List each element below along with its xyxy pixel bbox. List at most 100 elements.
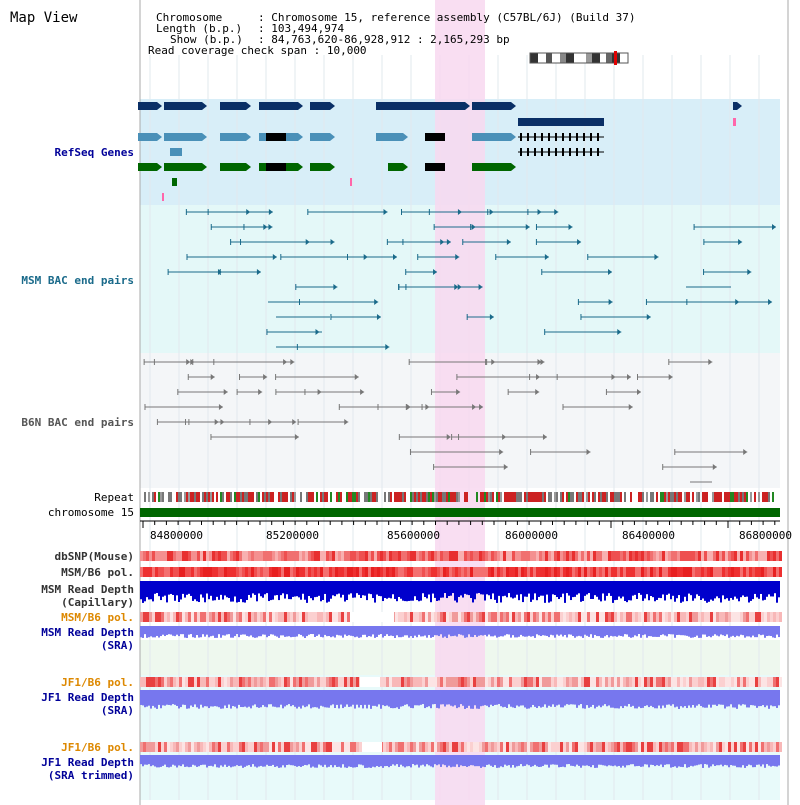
heat-cell: [524, 567, 527, 577]
track-label-chromosome[interactable]: chromosome 15: [47, 506, 134, 519]
depth-bar: [360, 581, 362, 598]
heat-cell: [386, 567, 389, 577]
depth-bar: [752, 755, 754, 768]
track-label-jf1-b6-pol-1[interactable]: JF1/B6 pol.: [61, 676, 134, 689]
track-label-jf1-b6-pol-2[interactable]: JF1/B6 pol.: [61, 741, 134, 754]
track-label-b6n-bac[interactable]: B6N BAC end pairs: [21, 416, 134, 429]
heat-cell: [302, 677, 305, 687]
repeat-element: [476, 492, 478, 502]
heat-cell: [251, 742, 254, 752]
heat-cell: [725, 612, 728, 622]
heat-cell: [296, 742, 299, 752]
depth-bar: [564, 690, 566, 706]
track-label-msm-depth-sra[interactable]: MSM Read Depth: [41, 626, 134, 639]
heat-cell: [575, 551, 578, 561]
depth-bar: [224, 755, 226, 765]
depth-bar: [276, 581, 278, 596]
heat-cell: [509, 612, 512, 622]
depth-bar: [726, 755, 728, 766]
heat-cell: [512, 551, 515, 561]
depth-bar: [584, 626, 586, 635]
depth-bar: [296, 690, 298, 709]
repeat-element: [428, 492, 430, 502]
bac-pair-arrow: [628, 404, 633, 410]
track-label-repeat[interactable]: Repeat: [94, 491, 134, 504]
depth-bar: [312, 581, 314, 601]
heat-cell: [359, 742, 362, 752]
depth-bar: [440, 626, 442, 635]
track-label-msm-depth-sra-sub: (SRA): [100, 639, 134, 652]
depth-bar: [158, 626, 160, 638]
heat-cell: [293, 742, 296, 752]
depth-bar: [466, 581, 468, 595]
repeat-element: [176, 492, 178, 502]
depth-bar: [268, 755, 270, 766]
track-label-jf1-depth-trim[interactable]: JF1 Read Depth: [41, 756, 134, 769]
ideogram-band: [530, 53, 538, 63]
heat-cell: [254, 567, 257, 577]
heat-cell: [323, 551, 326, 561]
heat-cell: [380, 567, 383, 577]
heat-cell: [395, 677, 398, 687]
track-label-jf1-depth-sra[interactable]: JF1 Read Depth: [41, 691, 134, 704]
depth-bar: [728, 690, 730, 707]
heat-cell: [443, 742, 446, 752]
track-label-msm-b6-pol-2[interactable]: MSM/B6 pol.: [61, 611, 134, 624]
depth-bar: [572, 755, 574, 766]
heat-cell: [452, 677, 455, 687]
heat-cell: [185, 612, 188, 622]
depth-bar: [674, 581, 676, 602]
depth-bar: [580, 755, 582, 768]
heat-cell: [746, 742, 749, 752]
depth-bar: [550, 626, 552, 635]
depth-bar: [746, 581, 748, 597]
depth-bar: [432, 690, 434, 705]
heat-cell: [386, 677, 389, 687]
heat-cell: [203, 742, 206, 752]
heat-cell: [155, 612, 158, 622]
heat-cell: [551, 567, 554, 577]
depth-bar: [660, 690, 662, 709]
heat-cell: [440, 677, 443, 687]
track-label-dbsnp[interactable]: dbSNP(Mouse): [54, 550, 134, 563]
heat-cell: [299, 612, 302, 622]
heat-cell: [602, 742, 605, 752]
heat-cell: [671, 742, 674, 752]
heat-cell: [344, 567, 347, 577]
track-label-msm-bac[interactable]: MSM BAC end pairs: [21, 274, 134, 287]
depth-bar: [174, 755, 176, 766]
heat-cell: [560, 677, 563, 687]
depth-bar: [518, 690, 520, 707]
track-label-refseq[interactable]: RefSeq Genes: [54, 146, 134, 159]
repeat-element: [484, 492, 486, 502]
heat-cell: [701, 567, 704, 577]
heat-cell: [731, 612, 734, 622]
heat-cell: [395, 551, 398, 561]
depth-bar: [212, 626, 214, 636]
depth-bar: [310, 755, 312, 768]
heat-cell: [212, 677, 215, 687]
depth-bar: [170, 581, 172, 594]
depth-bar: [662, 581, 664, 595]
heat-cell: [227, 551, 230, 561]
heat-cell: [752, 551, 755, 561]
repeat-element: [684, 492, 686, 502]
depth-bar: [434, 626, 436, 636]
heat-cell: [539, 551, 542, 561]
depth-bar: [246, 581, 248, 600]
depth-bar: [532, 755, 534, 767]
page-title: Map View: [10, 10, 78, 26]
depth-bar: [470, 581, 472, 599]
depth-bar: [684, 626, 686, 636]
depth-bar: [560, 690, 562, 708]
track-label-msm-b6-pol-1[interactable]: MSM/B6 pol.: [61, 566, 134, 579]
heat-cell: [596, 612, 599, 622]
depth-bar: [502, 755, 504, 768]
depth-bar: [560, 626, 562, 635]
depth-bar: [468, 755, 470, 767]
heat-cell: [143, 612, 146, 622]
track-label-msm-depth-cap[interactable]: MSM Read Depth: [41, 583, 134, 596]
heat-cell: [398, 677, 401, 687]
depth-bar: [540, 690, 542, 708]
